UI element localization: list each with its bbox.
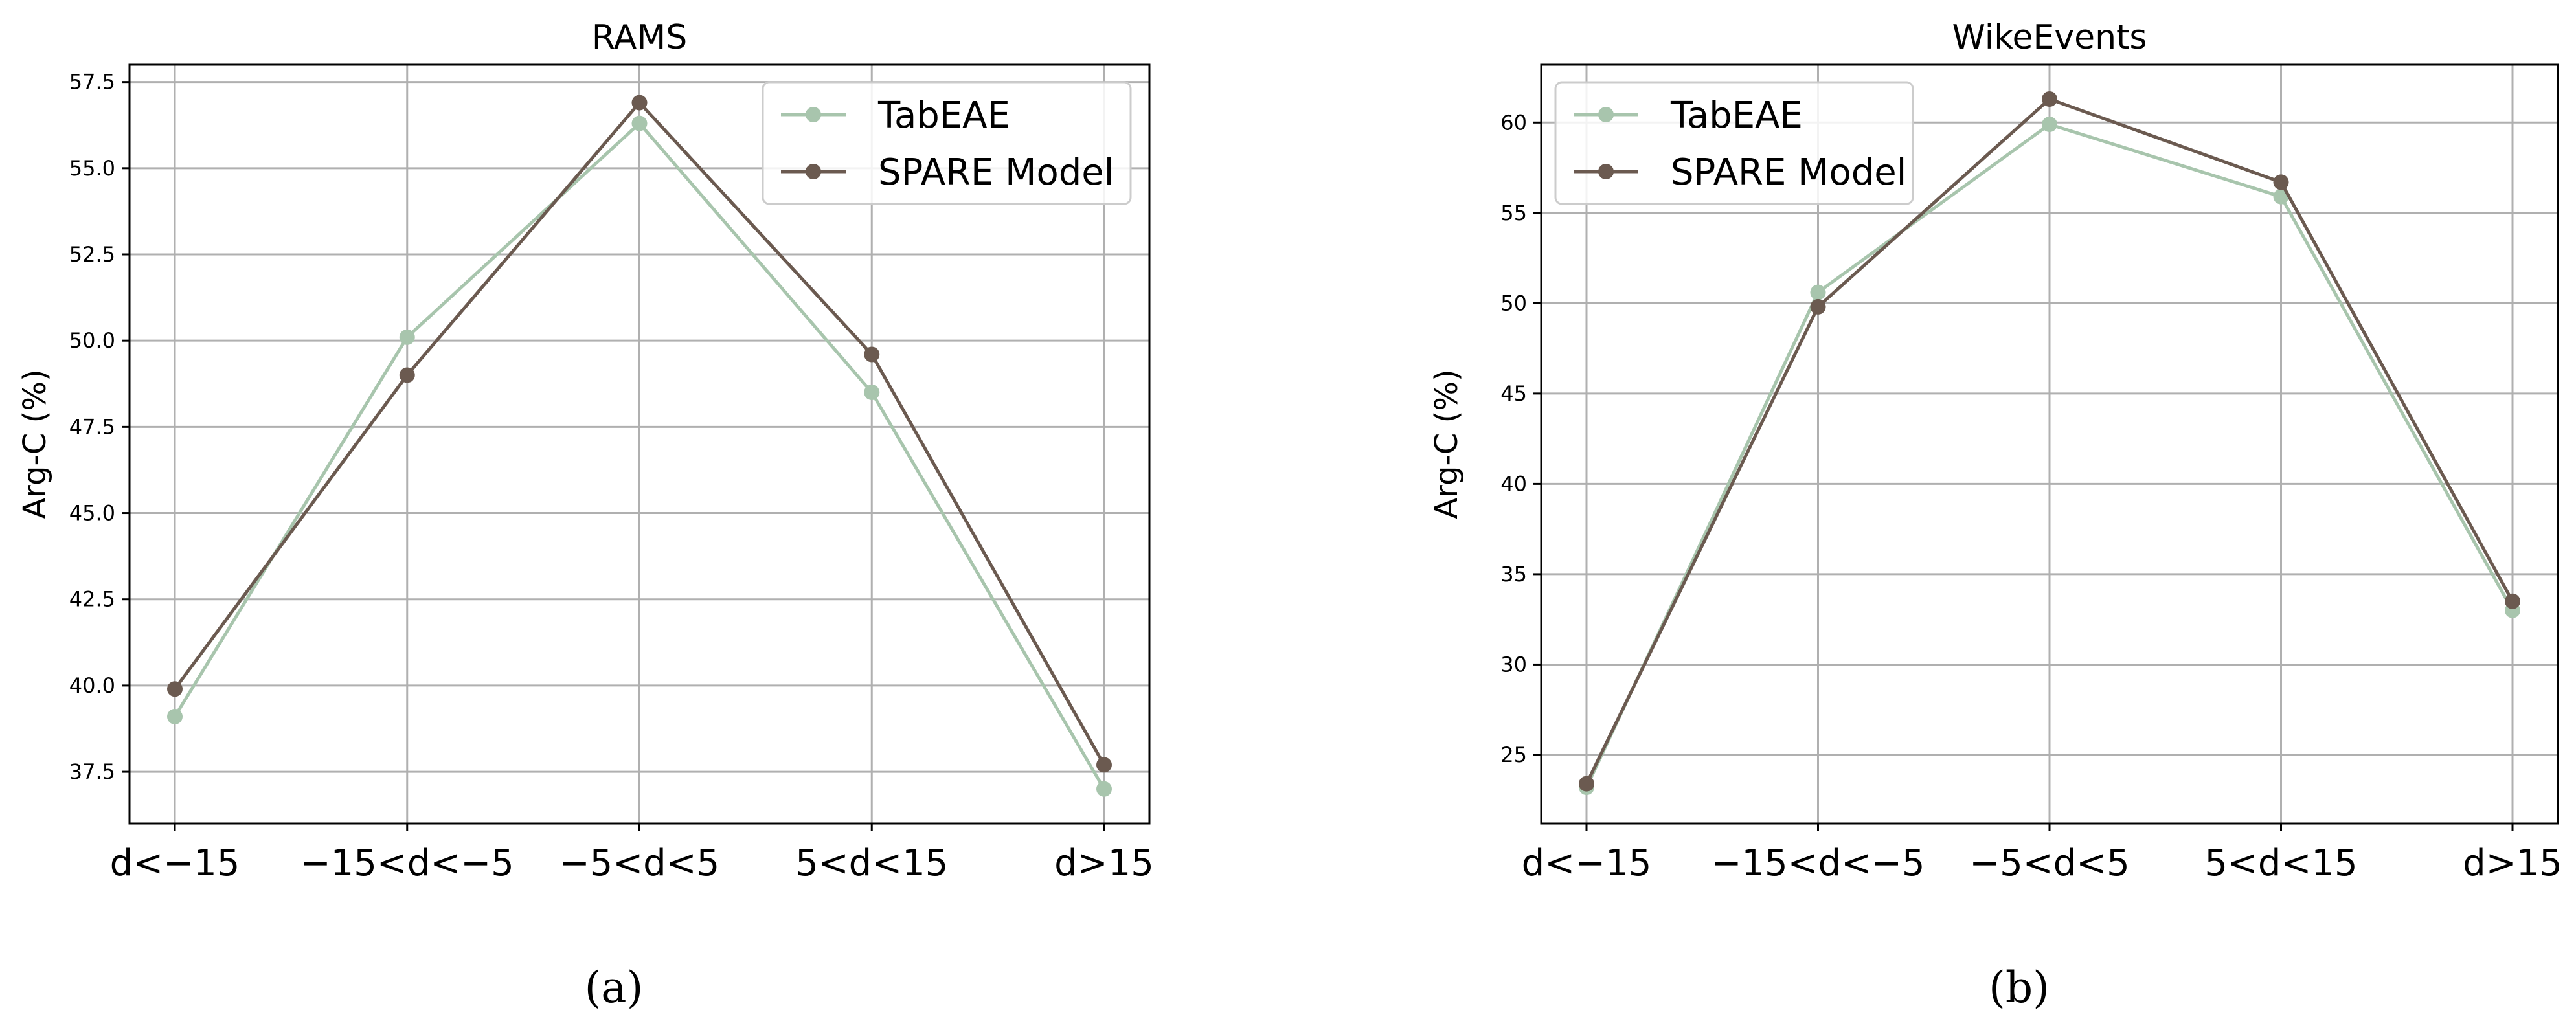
legend-box [762,81,1132,205]
y-tick-label: 50 [1500,291,1527,315]
y-tick-label: 40.0 [69,673,115,698]
y-tick-label: 50.0 [69,328,115,353]
legend: TabEAE SPARE Model [762,81,1132,205]
data-point [1579,776,1594,792]
data-point [1810,284,1826,300]
plot-area-frame [1540,63,2559,825]
y-tick-label: 55 [1500,201,1527,225]
data-point [167,708,183,724]
x-tick-label: d<−15 [1522,842,1652,884]
y-tick-label: 40 [1500,471,1527,496]
data-point [399,329,415,345]
legend-label: SPARE Model [878,151,1114,194]
y-tick-label: 42.5 [69,587,115,612]
y-axis-label: Arg-C (%) [1429,369,1465,519]
y-tick-label: 57.5 [69,70,115,95]
subfigure-caption: (b) [1989,963,2050,1013]
data-point [167,681,183,697]
data-point [1096,757,1112,773]
subfigure-caption: (a) [585,963,644,1013]
legend-label: TabEAE [1670,95,1803,137]
data-point [1096,781,1112,797]
legend-swatch-marker [1598,107,1614,122]
chart-panel-b: d<−15 −15<d<−5 −5<d<5 5<d<15 d>15 25 30 35 40 45 5… [1429,18,2562,1013]
legend-swatch-marker [1598,164,1614,179]
y-tick-label: 52.5 [69,242,115,267]
y-tick-label: 25 [1500,743,1527,767]
x-tick-label: 5<d<15 [2204,842,2357,884]
chart-title: WikeEvents [1952,18,2147,57]
x-tick-label: −15<d<−5 [1711,842,1925,884]
data-point [399,367,415,383]
data-point [864,385,880,401]
y-tick-label: 45 [1500,381,1527,406]
data-point [631,95,648,111]
x-tick-label: d>15 [1054,842,1154,884]
data-point [631,115,648,131]
data-point [2042,117,2057,133]
data-point [2505,593,2520,609]
data-point [864,346,880,363]
y-tick-label: 37.5 [69,759,115,784]
y-axis-label: Arg-C (%) [17,369,53,519]
y-tick-label: 60 [1500,110,1527,135]
data-point [1810,298,1826,315]
x-tick-label: 5<d<15 [795,842,948,884]
y-tick-label: 35 [1500,562,1527,587]
legend: TabEAE SPARE Model [1554,81,1914,205]
y-tick-label: 45.0 [69,501,115,526]
legend-swatch-marker [806,107,821,122]
x-tick-label: d<−15 [110,842,240,884]
legend-box [1554,81,1914,205]
data-point [2042,91,2057,107]
legend-label: TabEAE [877,95,1010,137]
data-point [2273,188,2289,205]
y-tick-label: 55.0 [69,156,115,181]
x-tick-label: −5<d<5 [559,842,720,884]
chart-title: RAMS [592,18,687,57]
legend-label: SPARE Model [1671,151,1906,194]
chart-panel-a: d<−15 −15<d<−5 −5<d<5 5<d<15 d>15 37.5 40.0 42.… [17,18,1154,1013]
x-tick-label: −15<d<−5 [300,842,514,884]
x-tick-label: −5<d<5 [1969,842,2130,884]
y-tick-label: 47.5 [69,414,115,439]
x-tick-label: d>15 [2463,842,2562,884]
data-point [2273,174,2289,190]
y-tick-label: 30 [1500,652,1527,677]
legend-swatch-marker [806,164,821,179]
plot-area-frame [128,63,1151,825]
